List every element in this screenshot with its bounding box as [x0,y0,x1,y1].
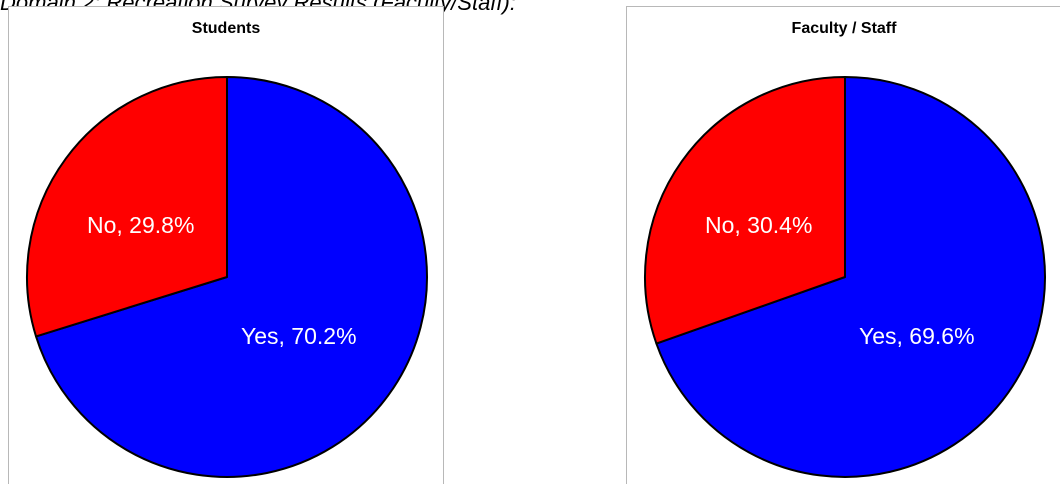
faculty-staff-pie-panel: Faculty / Staff Yes, 69.6% No, 30.4% [626,6,1060,484]
slice-label-yes: Yes, 70.2% [241,323,357,349]
slice-label-yes: Yes, 69.6% [859,323,975,349]
slice-label-no: No, 29.8% [87,212,194,238]
students-pie-chart: Yes, 70.2% No, 29.8% [9,7,445,485]
slice-label-no: No, 30.4% [705,212,812,238]
students-pie-panel: Students Yes, 70.2% No, 29.8% [8,6,444,484]
faculty-staff-pie-chart: Yes, 69.6% No, 30.4% [627,7,1060,485]
